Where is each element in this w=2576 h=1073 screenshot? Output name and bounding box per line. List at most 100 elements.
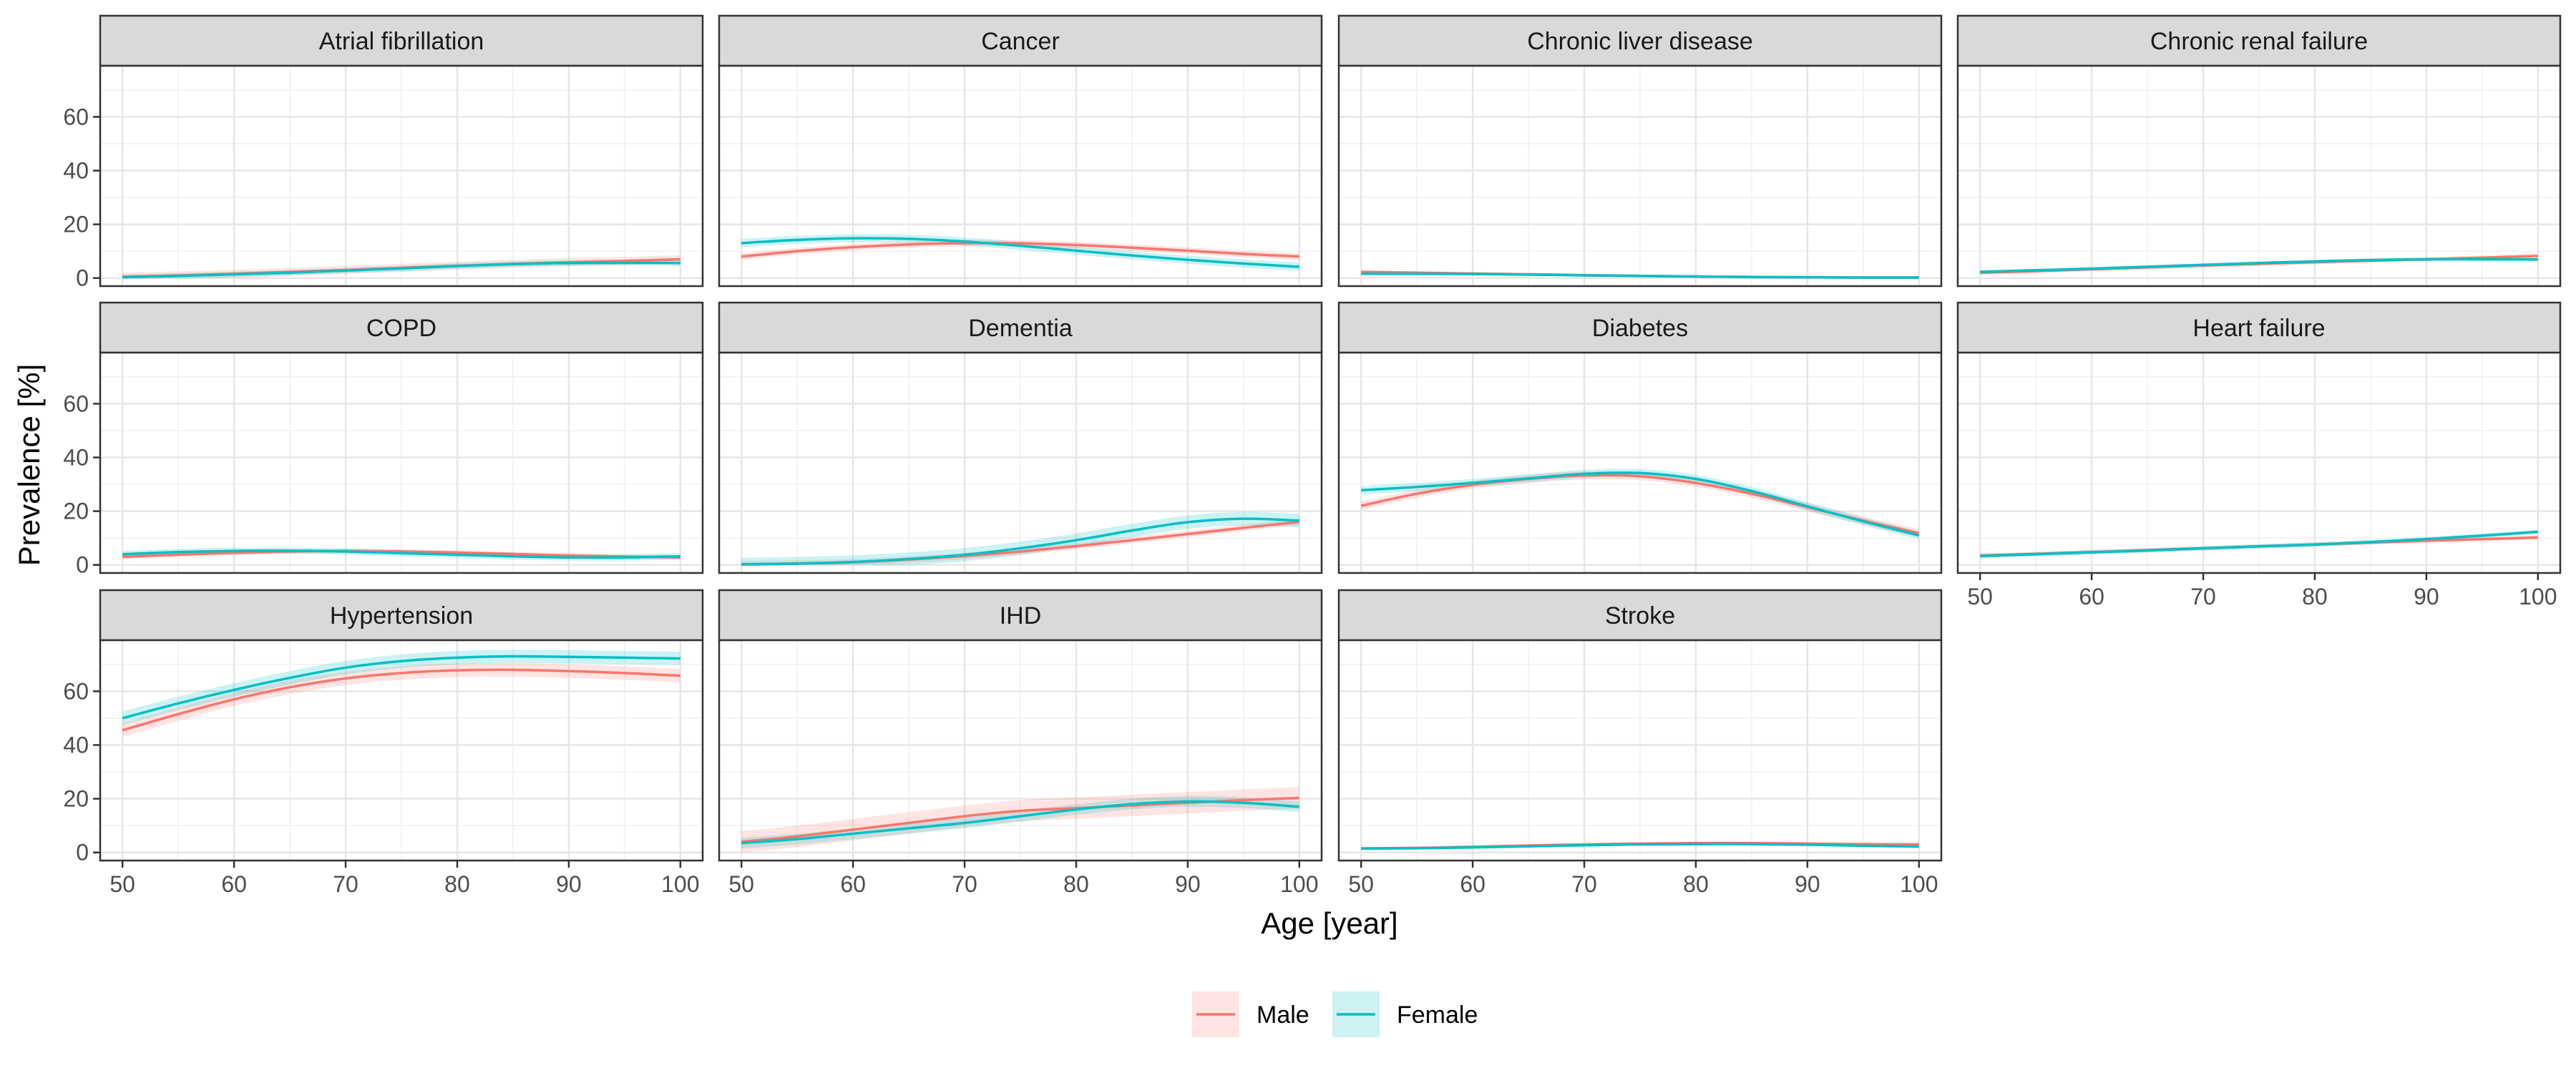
panel-border: [99, 639, 704, 862]
gridlines: [1339, 640, 1941, 861]
strip-label: Cancer: [981, 28, 1060, 55]
series-line-female: [741, 517, 1299, 566]
series-line-female: [741, 237, 1299, 268]
strip-label: Chronic liver disease: [1527, 28, 1753, 55]
gridlines: [100, 353, 703, 573]
x-tick-label: 50: [109, 871, 135, 897]
y-tick-label: 40: [63, 732, 89, 758]
y-tick-label: 20: [63, 499, 89, 524]
strip-label: Atrial fibrillation: [319, 28, 484, 55]
y-tick-label: 0: [76, 840, 89, 866]
x-axis-title: Age [year]: [1261, 906, 1397, 940]
strip-label: Hypertension: [330, 602, 473, 629]
gridlines: [1958, 353, 2560, 573]
gridlines: [1958, 66, 2560, 286]
y-axis-title: Prevalence [%]: [12, 364, 46, 566]
gridlines: [719, 640, 1322, 861]
x-tick-label: 50: [1348, 871, 1374, 897]
x-tick-label: 90: [1795, 871, 1820, 897]
series-line-female: [1361, 272, 1919, 279]
strip-label: Heart failure: [2192, 315, 2325, 342]
strip-background: [99, 301, 704, 354]
legend-item-female: Female: [1332, 991, 1478, 1037]
x-tick-label: 70: [1571, 871, 1597, 897]
panel-chronic-liver-disease: Chronic liver disease: [1337, 14, 1943, 288]
series-line-female: [1980, 530, 2538, 558]
x-tick-label: 50: [1967, 584, 1993, 609]
series-line-female: [1361, 843, 1919, 850]
panel-border: [718, 639, 1323, 862]
x-tick-label: 90: [556, 871, 582, 897]
strip-label: Dementia: [968, 315, 1073, 342]
y-tick-label: 0: [76, 552, 89, 578]
x-tick-label: 90: [1175, 871, 1201, 897]
confidence-band-female: [741, 795, 1299, 849]
strip-background: [99, 589, 704, 642]
x-tick-label: 70: [333, 871, 358, 897]
x-tick-label: 90: [2414, 584, 2439, 609]
panel-diabetes: Diabetes: [1337, 301, 1943, 574]
facet-panels: Atrial fibrillation 0 20 40 60 Cancer Chronic …: [63, 14, 2562, 897]
panel-dementia: Dementia: [718, 301, 1323, 574]
panel-border: [1956, 64, 2562, 288]
y-tick-label: 40: [63, 157, 89, 183]
x-tick-label: 70: [952, 871, 977, 897]
gridlines: [719, 353, 1322, 573]
panel-border: [1337, 351, 1943, 574]
gridlines: [100, 640, 703, 861]
x-tick-label: 100: [2519, 584, 2557, 609]
strip-label: COPD: [366, 315, 436, 342]
y-tick-label: 0: [76, 265, 89, 291]
y-tick-label: 60: [63, 104, 89, 129]
y-tick-label: 60: [63, 391, 89, 416]
gridlines: [100, 66, 703, 286]
strip-label: Stroke: [1605, 602, 1675, 629]
panel-atrial-fibrillation: Atrial fibrillation 0 20 40 60: [63, 14, 704, 291]
confidence-band-female: [741, 234, 1299, 271]
gridlines: [719, 66, 1322, 286]
legend-item-male: Male: [1192, 991, 1309, 1037]
strip-background: [1956, 301, 2562, 354]
series-line-female: [122, 655, 680, 720]
x-tick-label: 60: [1460, 871, 1485, 897]
x-tick-label: 50: [728, 871, 754, 897]
gridlines: [1339, 353, 1941, 573]
gridlines: [1339, 66, 1941, 286]
y-tick-label: 60: [63, 678, 89, 704]
series-line-female: [122, 549, 680, 559]
x-tick-label: 80: [2302, 584, 2328, 609]
series-line-female: [1980, 258, 2538, 273]
x-tick-label: 60: [2079, 584, 2104, 609]
series-line-male: [741, 242, 1299, 258]
y-tick-label: 20: [63, 786, 89, 812]
strip-label: IHD: [1000, 602, 1042, 629]
series-line-male: [122, 549, 680, 559]
y-tick-label: 40: [63, 444, 89, 470]
confidence-band-female: [1361, 469, 1919, 540]
strip-background: [1956, 14, 2562, 67]
legend-label: Male: [1257, 1001, 1309, 1029]
strip-label: Diabetes: [1592, 315, 1688, 342]
strip-background: [1337, 589, 1943, 642]
panel-border: [718, 64, 1323, 288]
x-tick-label: 80: [444, 871, 470, 897]
panel-border: [99, 351, 704, 574]
x-tick-label: 70: [2190, 584, 2216, 609]
strip-background: [99, 14, 704, 67]
panel-border: [718, 351, 1323, 574]
panel-border: [99, 64, 704, 288]
x-tick-label: 80: [1063, 871, 1089, 897]
series-line-female: [1361, 471, 1920, 537]
series-line-female: [741, 800, 1299, 845]
x-tick-label: 60: [840, 871, 866, 897]
x-tick-label: 100: [1900, 871, 1938, 897]
strip-background: [718, 301, 1323, 354]
panel-border: [1337, 639, 1943, 862]
x-tick-label: 80: [1683, 871, 1709, 897]
x-tick-label: 60: [221, 871, 247, 897]
strip-label: Chronic renal failure: [2150, 28, 2368, 55]
strip-background: [1337, 301, 1943, 354]
x-tick-label: 100: [661, 871, 699, 897]
panel-stroke: Stroke 50 60 70 80 90 100: [1337, 589, 1943, 897]
